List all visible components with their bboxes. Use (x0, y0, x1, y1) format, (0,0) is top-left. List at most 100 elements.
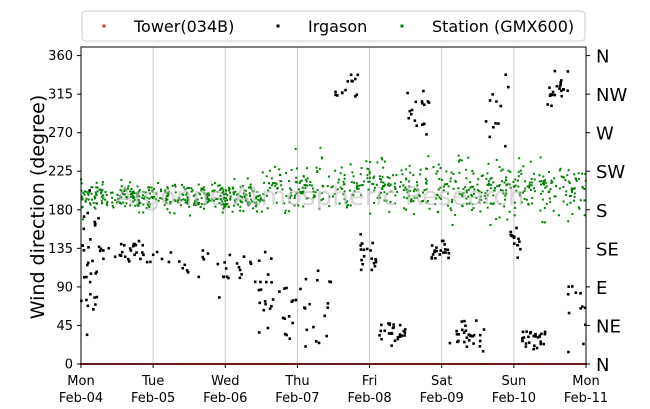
data-point (301, 186, 304, 189)
data-point (257, 288, 261, 292)
data-point (347, 203, 350, 206)
data-point (186, 271, 190, 274)
data-point (96, 190, 99, 193)
data-point (505, 192, 508, 195)
data-point (504, 194, 507, 197)
data-point (200, 196, 203, 199)
data-point (222, 197, 225, 200)
data-point (373, 186, 376, 189)
data-point (360, 242, 364, 245)
data-point (405, 168, 408, 171)
data-point (503, 205, 506, 208)
data-point (86, 192, 89, 195)
data-point (346, 200, 349, 203)
data-point (161, 197, 164, 200)
data-point (342, 183, 345, 186)
data-point (421, 200, 424, 203)
data-point (581, 186, 584, 189)
data-point (499, 104, 503, 108)
data-point (269, 257, 273, 260)
data-point (174, 185, 177, 188)
data-point (440, 178, 443, 181)
data-point (91, 198, 94, 201)
data-point (278, 168, 281, 171)
data-point (288, 197, 291, 200)
data-point (215, 198, 218, 201)
data-point (320, 199, 323, 202)
data-point (435, 249, 438, 253)
data-point (202, 258, 206, 261)
data-point (235, 198, 238, 201)
data-point (404, 186, 407, 189)
data-point (369, 176, 372, 179)
data-point (413, 188, 416, 191)
data-point (478, 339, 482, 343)
data-point (398, 185, 401, 188)
data-point (241, 185, 244, 188)
data-point (133, 198, 136, 201)
data-point (203, 207, 206, 210)
data-point (566, 292, 570, 296)
data-point (519, 247, 522, 251)
data-point (583, 187, 586, 190)
data-point (127, 257, 130, 261)
data-point (367, 188, 370, 191)
data-point (388, 177, 391, 180)
data-point (222, 202, 225, 205)
data-point (201, 249, 205, 252)
data-point (188, 205, 191, 208)
data-point (101, 181, 104, 184)
data-point (264, 280, 268, 284)
data-point (492, 125, 495, 129)
data-point (555, 84, 559, 88)
data-point (202, 186, 205, 189)
data-point (557, 214, 560, 217)
legend: Tower(034B) Irgason Station (GMX600) (81, 10, 586, 42)
data-point (446, 183, 449, 186)
data-point (382, 166, 385, 169)
data-point (446, 204, 449, 207)
data-point (465, 345, 469, 348)
data-point (539, 183, 542, 186)
data-point (298, 182, 301, 185)
data-point (476, 189, 479, 192)
data-point (471, 195, 474, 198)
data-point (119, 188, 122, 191)
data-point (243, 189, 246, 192)
data-point (84, 199, 87, 202)
data-point (367, 180, 370, 183)
data-point (472, 185, 475, 188)
data-point (488, 135, 492, 139)
data-point (239, 209, 242, 212)
x-tick-date-label: Feb-07 (275, 391, 319, 406)
data-point (471, 203, 474, 206)
data-point (303, 184, 306, 187)
data-point (95, 181, 98, 184)
data-point (294, 298, 298, 302)
data-point (442, 189, 445, 192)
data-point (487, 162, 490, 165)
data-point (532, 347, 535, 351)
data-point (535, 346, 539, 350)
data-point (472, 342, 475, 345)
data-point (471, 170, 474, 173)
data-point (122, 244, 126, 247)
direction-label: SE (596, 239, 619, 260)
data-point (531, 202, 534, 205)
data-point (354, 95, 357, 98)
data-point (304, 187, 307, 190)
data-point (362, 180, 365, 183)
data-point (226, 194, 229, 197)
data-point (243, 194, 246, 197)
data-point (246, 202, 249, 205)
data-point (502, 192, 505, 195)
data-point (517, 170, 520, 173)
data-point (129, 181, 132, 184)
data-point (239, 200, 242, 203)
data-point (89, 203, 92, 206)
data-point (425, 188, 428, 191)
data-point (221, 200, 224, 203)
data-point (218, 202, 221, 205)
data-point (503, 181, 506, 184)
data-point (141, 243, 145, 247)
